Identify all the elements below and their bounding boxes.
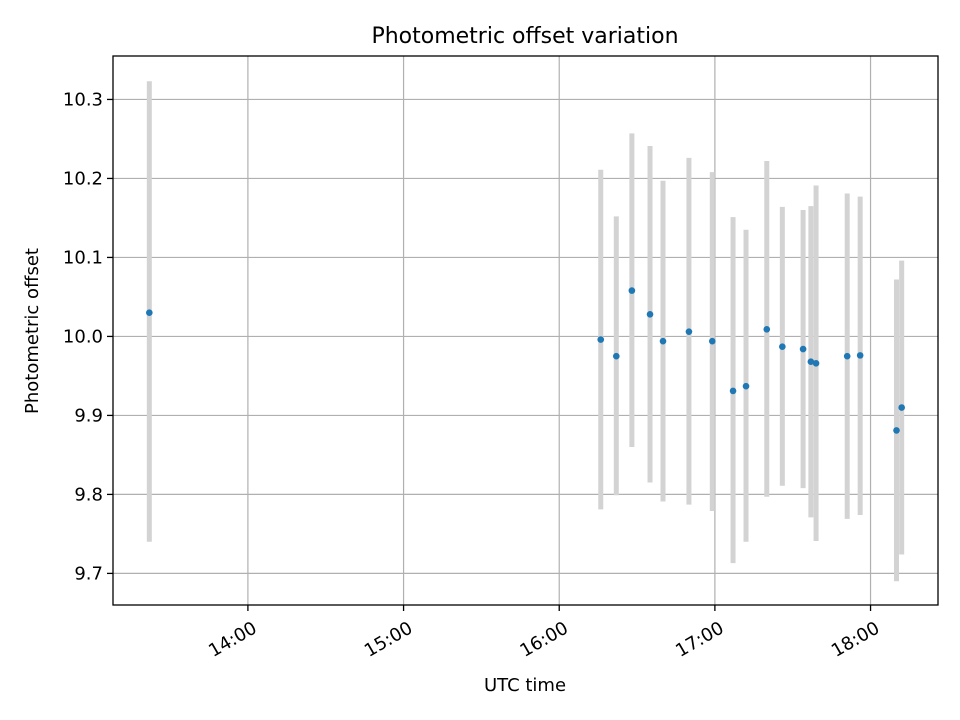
data-point [742, 382, 750, 390]
data-point [812, 359, 820, 367]
data-point [613, 352, 620, 360]
data-point [856, 352, 864, 359]
data-point [807, 358, 815, 366]
data-points [146, 287, 905, 434]
data-point [763, 326, 771, 333]
plot-frame [112, 55, 939, 606]
data-point [779, 343, 786, 350]
data-point [729, 387, 737, 395]
x-axis-label: UTC time [484, 675, 566, 696]
y-tick-label: 9.8 [74, 484, 103, 505]
data-point [708, 337, 716, 345]
y-tick-label: 10.0 [63, 326, 103, 347]
data-point [898, 404, 905, 411]
data-point [646, 311, 654, 318]
y-tick-label: 9.7 [74, 563, 103, 584]
data-point [659, 337, 667, 345]
data-point [843, 352, 851, 360]
y-tick-label: 9.9 [74, 405, 103, 426]
data-point [597, 336, 605, 343]
data-point [146, 309, 153, 317]
grid [113, 56, 938, 605]
y-axis-ticks: 9.7 9.8 9.9 10.0 10.1 10.2 10.3 [63, 89, 113, 584]
data-point [685, 328, 693, 335]
y-tick-label: 10.2 [63, 168, 103, 189]
data-point [628, 287, 636, 294]
data-point [893, 427, 900, 434]
y-tick-label: 10.3 [63, 89, 103, 110]
chart-title: Photometric offset variation [371, 24, 678, 49]
y-axis-label: Photometric offset [22, 248, 43, 414]
y-tick-label: 10.1 [63, 247, 103, 268]
data-point [799, 345, 807, 353]
